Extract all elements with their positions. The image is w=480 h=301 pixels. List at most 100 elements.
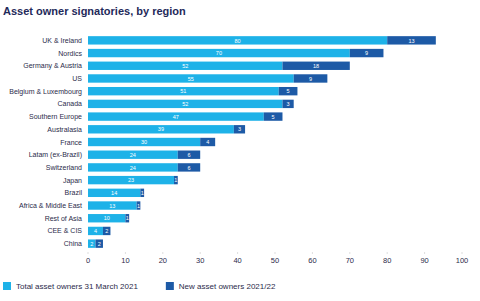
x-tick-label: 90 bbox=[420, 256, 428, 265]
legend-swatch bbox=[3, 282, 11, 290]
data-label: 2 bbox=[90, 241, 93, 247]
bar bbox=[88, 227, 103, 235]
data-label: 9 bbox=[309, 76, 312, 82]
data-label: 30 bbox=[141, 139, 147, 145]
x-tick bbox=[424, 252, 425, 254]
bar bbox=[88, 125, 234, 133]
bar bbox=[88, 100, 282, 108]
legend: Total asset owners 31 March 2021New asse… bbox=[3, 282, 276, 291]
data-label: 2 bbox=[98, 241, 101, 247]
bar bbox=[88, 239, 95, 247]
bar bbox=[174, 176, 178, 184]
data-label: 14 bbox=[111, 190, 117, 196]
data-label: 4 bbox=[94, 228, 97, 234]
legend-label: Total asset owners 31 March 2021 bbox=[16, 282, 138, 291]
bar bbox=[282, 100, 293, 108]
bar bbox=[88, 87, 279, 95]
x-tick bbox=[162, 252, 163, 254]
data-label: 47 bbox=[173, 114, 179, 120]
x-tick-label: 100 bbox=[456, 256, 469, 265]
x-tick-label: 60 bbox=[308, 256, 316, 265]
x-tick-label: 70 bbox=[346, 256, 354, 265]
category-label: Africa & Middle East bbox=[19, 202, 82, 209]
bar bbox=[88, 176, 174, 184]
category-label: Southern Europe bbox=[29, 113, 82, 121]
data-label: 5 bbox=[272, 114, 275, 120]
bar bbox=[88, 49, 350, 57]
data-label: 24 bbox=[130, 165, 136, 171]
data-label: 24 bbox=[130, 152, 136, 158]
x-tick-label: 40 bbox=[233, 256, 241, 265]
bar bbox=[200, 138, 215, 146]
data-labels: 8013709521855951552347539330424624623114… bbox=[90, 38, 414, 247]
bar bbox=[88, 36, 387, 44]
category-label: US bbox=[72, 75, 82, 82]
data-label: 6 bbox=[187, 152, 190, 158]
category-label: CEE & CIS bbox=[47, 227, 82, 234]
data-label: 13 bbox=[408, 38, 414, 44]
chart-svg: Asset owner signatories, by region010203… bbox=[0, 0, 480, 301]
data-label: 4 bbox=[206, 139, 209, 145]
data-label: 1 bbox=[126, 215, 129, 221]
x-axis: 0102030405060708090100 bbox=[86, 252, 468, 265]
x-tick bbox=[125, 252, 126, 254]
bar bbox=[88, 112, 264, 120]
bar bbox=[178, 151, 200, 159]
x-tick bbox=[387, 252, 388, 254]
data-label: 2 bbox=[105, 228, 108, 234]
legend-swatch bbox=[166, 282, 174, 290]
bar bbox=[88, 138, 200, 146]
x-tick bbox=[88, 252, 89, 254]
bar bbox=[350, 49, 384, 57]
category-label: UK & Ireland bbox=[42, 37, 82, 44]
bar bbox=[282, 62, 349, 70]
data-label: 39 bbox=[158, 126, 164, 132]
bar bbox=[178, 163, 200, 171]
x-tick bbox=[312, 252, 313, 254]
category-label: Belgium & Luxembourg bbox=[9, 88, 82, 96]
category-label: Switzerland bbox=[46, 164, 82, 171]
data-label: 3 bbox=[238, 126, 241, 132]
data-label: 52 bbox=[182, 101, 188, 107]
bar bbox=[103, 227, 110, 235]
bar bbox=[387, 36, 436, 44]
category-label: Nordics bbox=[58, 50, 82, 57]
bar bbox=[88, 214, 125, 222]
bar bbox=[88, 62, 282, 70]
data-label: 80 bbox=[235, 38, 241, 44]
x-tick-label: 10 bbox=[121, 256, 129, 265]
data-label: 23 bbox=[128, 177, 134, 183]
data-label: 5 bbox=[287, 88, 290, 94]
category-label: Canada bbox=[57, 100, 82, 107]
bar bbox=[140, 189, 144, 197]
category-label: Germany & Austria bbox=[23, 62, 82, 70]
x-tick bbox=[349, 252, 350, 254]
data-label: 1 bbox=[141, 190, 144, 196]
category-label: Australasia bbox=[47, 126, 82, 133]
data-label: 70 bbox=[216, 50, 222, 56]
category-label: Rest of Asia bbox=[45, 215, 82, 222]
bar bbox=[294, 74, 328, 82]
x-tick bbox=[462, 252, 463, 254]
chart-container: Asset owner signatories, by region010203… bbox=[0, 0, 480, 301]
x-tick-label: 80 bbox=[383, 256, 391, 265]
bars bbox=[88, 36, 436, 248]
bar bbox=[137, 201, 141, 209]
bar bbox=[88, 189, 140, 197]
data-label: 3 bbox=[287, 101, 290, 107]
bar bbox=[88, 151, 178, 159]
category-label: France bbox=[60, 139, 82, 146]
x-tick bbox=[237, 252, 238, 254]
x-tick-label: 20 bbox=[159, 256, 167, 265]
bar bbox=[234, 125, 245, 133]
x-tick bbox=[200, 252, 201, 254]
bar bbox=[88, 74, 294, 82]
data-label: 51 bbox=[180, 88, 186, 94]
x-tick-label: 30 bbox=[196, 256, 204, 265]
data-label: 1 bbox=[137, 203, 140, 209]
data-label: 13 bbox=[109, 203, 115, 209]
data-label: 10 bbox=[104, 215, 110, 221]
x-tick-label: 50 bbox=[271, 256, 279, 265]
bar bbox=[95, 239, 102, 247]
title: Asset owner signatories, by region bbox=[3, 5, 186, 17]
